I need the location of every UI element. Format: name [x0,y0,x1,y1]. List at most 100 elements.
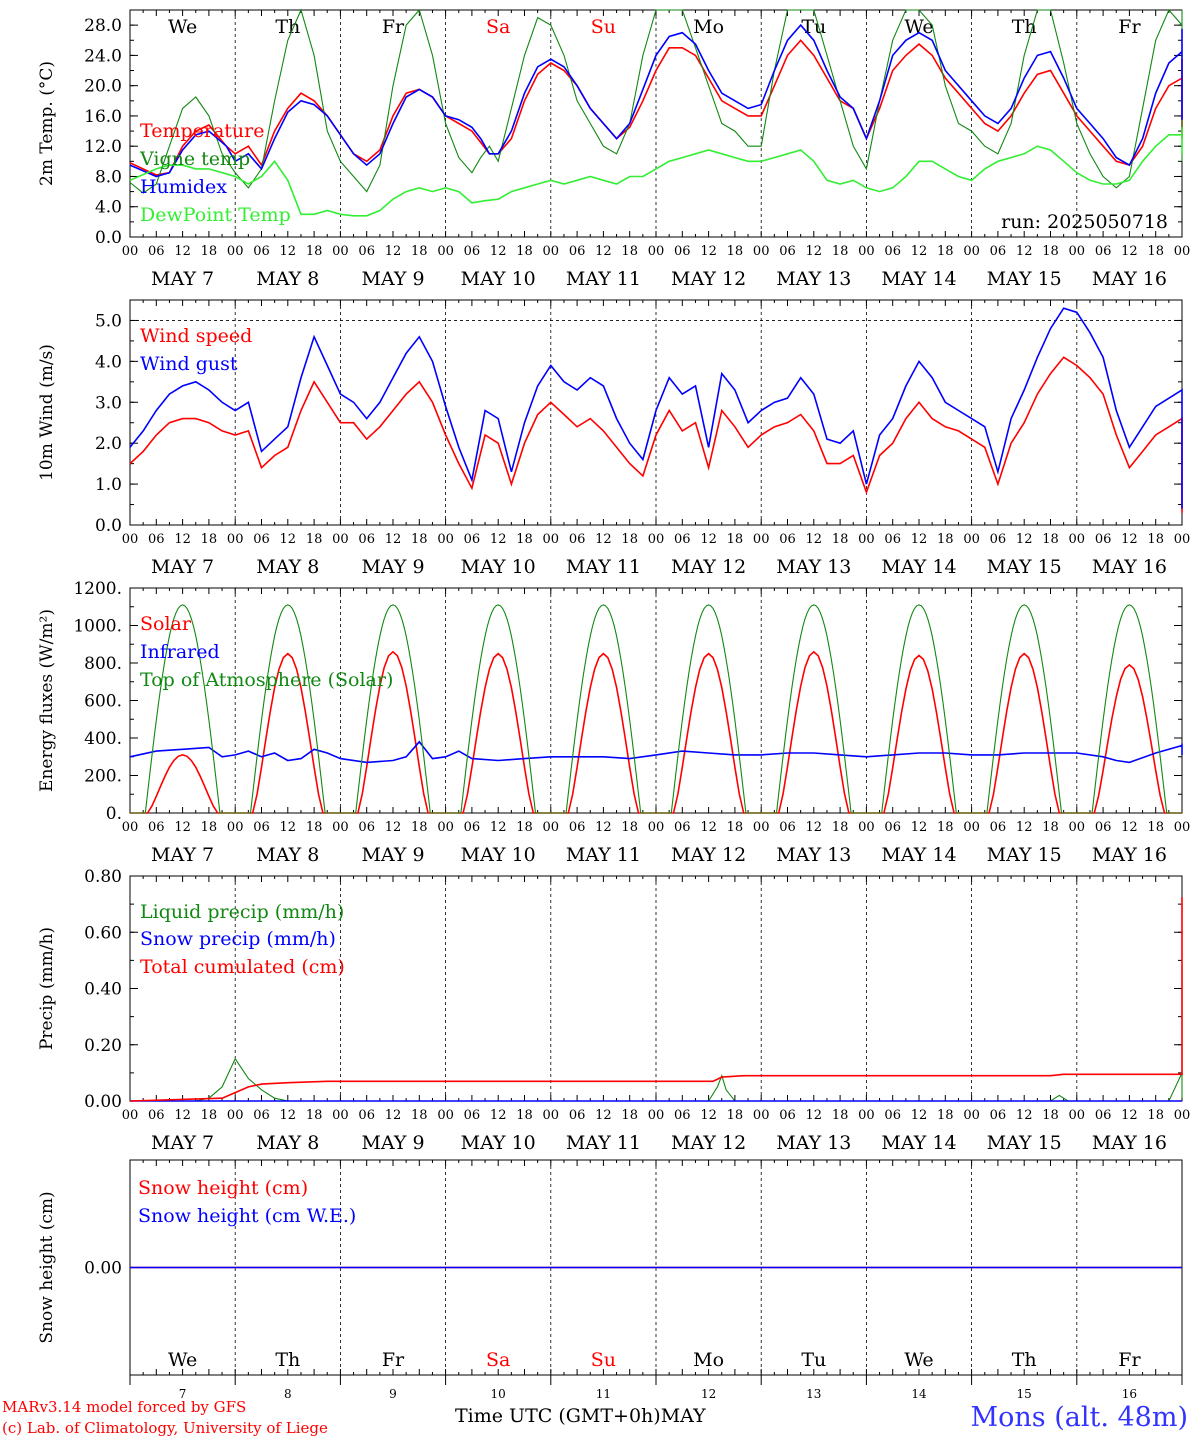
p1-hour-label: 12 [1121,532,1138,547]
p3-date-label: MAY 12 [671,1132,746,1154]
p0-day-of-week: Tu [801,16,826,38]
p1-y-tick-label: 2.0 [95,434,122,454]
p0-day-of-week: Su [591,16,616,38]
p3-hour-label: 00 [753,1108,770,1123]
p0-day-of-week: Fr [382,16,405,38]
p1-hour-label: 18 [832,532,849,547]
p0-y-tick-label: 24.0 [84,46,122,66]
p2-y-tick-label: 1200. [73,579,122,599]
p3-y-tick-label: 0.80 [84,867,122,887]
p3-hour-label: 06 [674,1108,691,1123]
p3-hour-label: 06 [464,1108,481,1123]
p3-date-label: MAY 10 [461,1132,536,1154]
p3-hour-label: 12 [595,1108,612,1123]
p1-hour-label: 00 [753,532,770,547]
day-number: 15 [1017,1387,1032,1401]
day-number: 9 [389,1387,397,1401]
p0-hour-label: 12 [595,244,612,259]
p3-date-label: MAY 11 [566,1132,641,1154]
day-number: 14 [911,1387,927,1401]
p0-hour-label: 12 [280,244,297,259]
p3-hour-label: 18 [1042,1108,1059,1123]
p0-hour-label: 00 [543,244,560,259]
p3-hour-label: 00 [1174,1108,1191,1123]
p2-date-label: MAY 9 [361,844,424,866]
p0-date-label: MAY 10 [461,268,536,290]
p4-legend-entry: Snow height (cm W.E.) [138,1205,356,1227]
p2-legend-entry: Top of Atmosphere (Solar) [140,669,393,691]
p4-day-of-week: Fr [382,1349,405,1371]
p1-hour-label: 12 [490,532,507,547]
p2-series-infrared [129,740,1183,764]
p0-legend-entry: Humidex [140,176,227,198]
p1-hour-label: 06 [990,532,1007,547]
p1-y-tick-label: 5.0 [95,311,122,331]
p3-hour-label: 12 [806,1108,823,1123]
p3-legend-entry: Liquid precip (mm/h) [140,901,344,923]
p2-hour-label: 18 [1042,820,1059,835]
p2-date-label: MAY 11 [566,844,641,866]
p0-day-of-week: We [168,16,197,38]
p2-hour-label: 06 [253,820,270,835]
p1-hour-label: 00 [1174,532,1191,547]
p3-y-tick-label: 0.60 [84,923,122,943]
p0-day-of-week: We [904,16,933,38]
p2-hour-label: 00 [543,820,560,835]
p0-date-label: MAY 8 [256,268,319,290]
p0-hour-label: 18 [1042,244,1059,259]
p0-hour-label: 12 [1016,244,1033,259]
p1-hour-label: 06 [148,532,165,547]
p3-hour-label: 00 [1069,1108,1086,1123]
p0-date-label: MAY 11 [566,268,641,290]
p2-legend-entry: Solar [140,613,192,635]
p2-hour-label: 18 [937,820,954,835]
p2-plot-frame [129,587,1183,814]
p1-series-wind-speed [129,356,1183,513]
p4-y-tick-label: 0.00 [84,1259,122,1279]
day-number: 12 [701,1387,716,1401]
p2-hour-label: 00 [858,820,875,835]
p1-hour-label: 12 [806,532,823,547]
p2-date-label: MAY 12 [671,844,746,866]
p1-hour-label: 06 [884,532,901,547]
p2-date-label: MAY 10 [461,844,536,866]
p0-hour-label: 12 [385,244,402,259]
p0-hour-label: 00 [437,244,454,259]
p0-y-tick-label: 16.0 [84,107,122,127]
p2-hour-label: 18 [411,820,428,835]
day-number: 13 [806,1387,821,1401]
p3-hour-label: 18 [1147,1108,1164,1123]
p3-legend-entry: Total cumulated (cm) [140,956,345,978]
p2-hour-label: 00 [753,820,770,835]
p2-hour-label: 00 [1174,820,1191,835]
p0-hour-label: 18 [201,244,218,259]
p1-hour-label: 12 [174,532,191,547]
p1-hour-label: 18 [306,532,323,547]
p3-hour-label: 00 [122,1108,139,1123]
p1-hour-label: 12 [911,532,928,547]
p0-day-of-week: Th [275,16,300,38]
p4-day-of-week: We [904,1349,933,1371]
p1-hour-label: 00 [227,532,244,547]
p0-hour-label: 18 [1147,244,1164,259]
p1-y-axis-label: 10m Wind (m/s) [37,344,57,481]
p1-hour-label: 12 [1016,532,1033,547]
p4-day-of-week: Th [1012,1349,1037,1371]
p1-hour-label: 18 [516,532,533,547]
p1-date-label: MAY 16 [1092,556,1167,578]
p1-hour-label: 18 [727,532,744,547]
p2-hour-label: 12 [806,820,823,835]
p2-date-label: MAY 14 [881,844,956,866]
p2-hour-label: 00 [437,820,454,835]
p3-hour-label: 18 [411,1108,428,1123]
p0-day-of-week: Mo [693,16,724,38]
p2-y-axis-label: Energy fluxes (W/m²) [37,609,57,792]
p2-hour-label: 00 [648,820,665,835]
p0-y-tick-label: 28.0 [84,16,122,36]
p0-day-of-week: Fr [1118,16,1141,38]
p2-hour-label: 18 [727,820,744,835]
p1-hour-label: 00 [1069,532,1086,547]
p0-date-label: MAY 15 [987,268,1062,290]
p0-series-humidex [129,23,1183,178]
p4-y-axis-label: Snow height (cm) [37,1191,57,1343]
